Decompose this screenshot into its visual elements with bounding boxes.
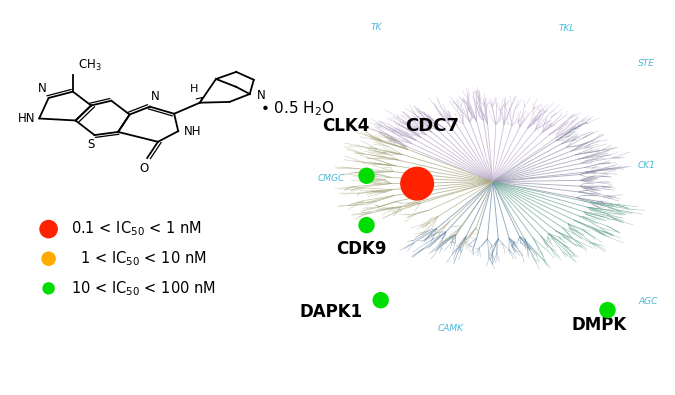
Text: STE: STE [638, 59, 655, 68]
Text: CH$_3$: CH$_3$ [78, 58, 102, 73]
Text: CLK4: CLK4 [322, 117, 369, 135]
Text: NH: NH [184, 125, 201, 137]
Text: N: N [38, 82, 47, 95]
Text: 1 < IC$_{50}$ < 10 nM: 1 < IC$_{50}$ < 10 nM [71, 249, 207, 268]
Point [375, 297, 386, 303]
Text: N: N [256, 89, 265, 102]
Point [361, 173, 372, 179]
Text: CDC7: CDC7 [405, 117, 459, 135]
Text: CMGC: CMGC [317, 174, 344, 183]
Text: HN: HN [18, 112, 36, 125]
Text: O: O [139, 162, 148, 175]
Point [602, 307, 613, 313]
Text: 0.1 < IC$_{50}$ < 1 nM: 0.1 < IC$_{50}$ < 1 nM [71, 220, 202, 239]
Text: • 0.5 H$_2$O: • 0.5 H$_2$O [259, 99, 335, 118]
Text: N: N [151, 90, 160, 103]
Text: TKL: TKL [559, 24, 575, 33]
Text: AGC: AGC [639, 297, 657, 306]
Text: CAMK: CAMK [438, 324, 464, 333]
Text: H: H [190, 84, 198, 94]
Text: CK1: CK1 [638, 162, 655, 170]
Text: 10 < IC$_{50}$ < 100 nM: 10 < IC$_{50}$ < 100 nM [71, 279, 216, 298]
Point [361, 222, 372, 228]
Text: CDK9: CDK9 [336, 240, 386, 258]
Text: DAPK1: DAPK1 [299, 303, 362, 321]
Point [43, 226, 54, 232]
Text: S: S [88, 138, 94, 151]
Text: TK: TK [371, 23, 382, 32]
Point [412, 181, 423, 187]
Point [43, 256, 54, 262]
Text: DMPK: DMPK [571, 316, 626, 334]
Point [43, 285, 54, 292]
